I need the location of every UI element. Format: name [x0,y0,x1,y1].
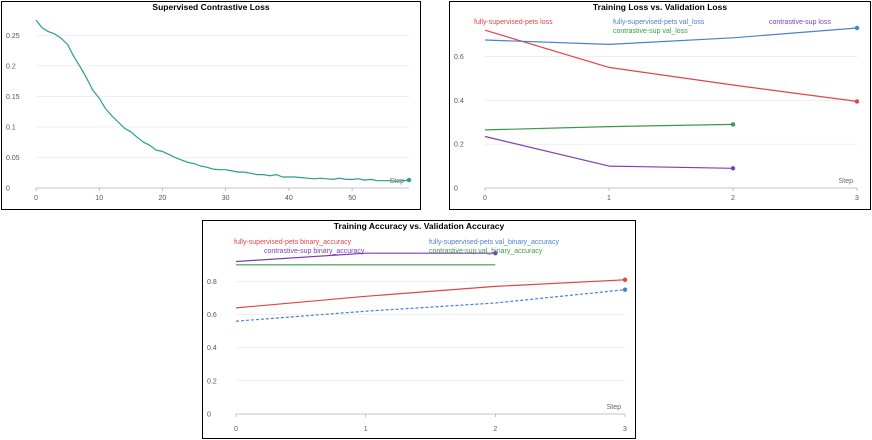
y-tick-label: 0.15 [6,94,20,101]
supervised-contrastive-loss-panel: Supervised Contrastive Loss 0 0.05 0.1 0.15 0… [1,1,421,210]
y-tick-label: 0.2 [207,378,217,385]
series-end-point-fully-supervised-pets-val-binary-accuracy [622,287,628,292]
y-tick-label: 0 [6,186,10,193]
x-tick-label: 30 [222,195,230,202]
legend-entry-fully-supervised-pets-loss: fully-supervised-pets loss [474,19,553,26]
x-tick-label: 2 [493,426,497,433]
chart-title: Training Accuracy vs. Validation Accurac… [334,221,505,231]
y-tick-label: 0.2 [454,142,464,149]
x-tick-label: 50 [348,195,356,202]
x-tick-label: 40 [285,195,293,202]
chart-3-svg: Training Accuracy vs. Validation Accurac… [207,221,628,433]
series-end-point-contrastive-sup-loss [730,166,736,171]
chart-title: Supervised Contrastive Loss [152,2,269,12]
y-tick-label: 0 [207,412,211,419]
series-end-point-supervised-contrastive-loss [406,177,412,183]
series-end-point-contrastive-sup-val-loss [730,122,736,127]
chart-title: Training Loss vs. Validation Loss [593,2,727,12]
y-tick-label: 0.05 [6,155,20,162]
y-tick-label: 0 [454,186,458,193]
y-tick-label: 0.6 [207,312,217,319]
y-tick-label: 0.8 [207,279,217,286]
training-vs-validation-accuracy-panel: Training Accuracy vs. Validation Accurac… [202,220,636,439]
series-line-fully-supervised-pets-val-binary-accuracy [235,289,626,322]
series-end-point-fully-supervised-pets-binary-accuracy [622,277,628,282]
x-tick-label: 3 [855,195,859,202]
series-end-point-fully-supervised-pets-loss [854,99,860,104]
x-tick-label: 1 [607,195,611,202]
chart-2-svg: Training Loss vs. Validation Loss 0 0.2 0.4… [454,2,860,202]
y-tick-label: 0.4 [454,98,464,105]
series-line-contrastive-sup-binary-accuracy [235,252,496,263]
y-tick-label: 0.6 [454,54,464,61]
x-tick-label: 3 [623,426,627,433]
series-line-supervised-contrastive-loss [35,19,410,182]
x-axis-label: Step [607,404,622,411]
legend-entry-contrastive-sup-val-loss: contrastive-sup val_loss [613,28,688,35]
legend-entry-contrastive-sup-binary-accuracy: contrastive-sup binary_accuracy [264,248,365,255]
x-tick-label: 0 [483,195,487,202]
y-tick-label: 0.2 [6,63,16,70]
x-tick-label: 0 [34,195,38,202]
x-tick-label: 0 [234,426,238,433]
training-vs-validation-loss-panel: Training Loss vs. Validation Loss 0 0.2 0.4… [449,1,871,210]
series-line-fully-supervised-pets-binary-accuracy [235,279,626,309]
legend-entry-fully-supervised-pets-val-loss: fully-supervised-pets val_loss [613,19,705,26]
x-axis-label: Step [839,178,854,185]
x-tick-label: 20 [159,195,167,202]
series-line-contrastive-sup-val-loss [484,123,734,131]
y-tick-label: 0.1 [6,124,16,131]
x-tick-label: 2 [731,195,735,202]
x-tick-label: 1 [364,426,368,433]
series-end-point-fully-supervised-pets-val-loss [854,25,860,31]
legend-entry-contrastive-sup-val-binary-accuracy: contrastive-sup val_binary_accuracy [429,248,543,255]
series-line-fully-supervised-pets-val-loss [484,27,858,46]
x-tick-label: 10 [95,195,103,202]
legend-entry-fully-supervised-pets-val-binary-accuracy: fully-supervised-pets val_binary_accurac… [429,239,559,246]
series-end-point-contrastive-sup-binary-accuracy [493,251,498,256]
y-tick-label: 0.25 [6,33,20,40]
chart-1-svg: Supervised Contrastive Loss 0 0.05 0.1 0.15 0… [6,2,412,202]
y-tick-label: 0.4 [207,345,217,352]
legend-entry-fully-supervised-pets-binary-accuracy: fully-supervised-pets binary_accuracy [234,239,352,246]
series-line-contrastive-sup-loss [484,135,734,169]
legend-entry-contrastive-sup-loss: contrastive-sup loss [769,19,831,26]
series-line-fully-supervised-pets-loss [484,29,858,102]
